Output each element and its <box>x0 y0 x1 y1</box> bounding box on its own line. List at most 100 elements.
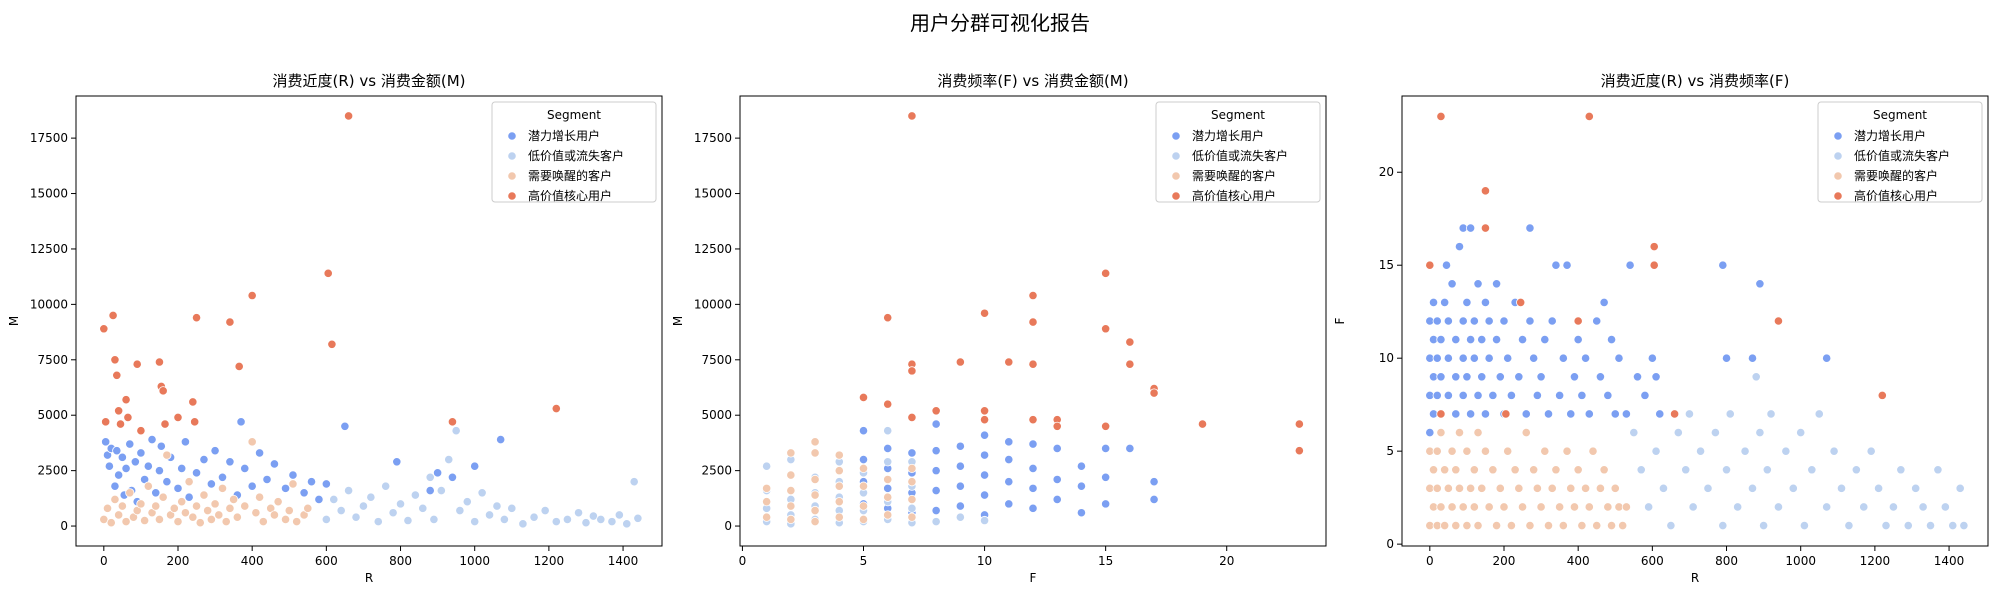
scatter-point <box>1436 502 1446 512</box>
scatter-point <box>351 512 361 522</box>
chart-panel-1: 消费近度(R) vs 消费金额(M) 0 200 400 600 800 1000 1200 1… <box>7 72 663 585</box>
scatter-point <box>1451 409 1461 419</box>
x-axis-label: R <box>1691 571 1699 585</box>
scatter-point <box>425 485 435 496</box>
scatter-point <box>1584 409 1594 419</box>
scatter-point <box>1866 446 1876 456</box>
scatter-point <box>292 517 302 527</box>
scatter-point <box>436 485 446 496</box>
scatter-point <box>1655 409 1665 419</box>
scatter-point <box>1004 437 1014 447</box>
scatter-point <box>1829 446 1839 456</box>
scatter-point <box>1480 409 1491 419</box>
scatter-point <box>1618 520 1628 531</box>
scatter-point <box>1606 334 1617 345</box>
scatter-point <box>1506 520 1517 531</box>
scatter-point <box>858 392 869 403</box>
scatter-point <box>1718 520 1728 531</box>
scatter-point <box>1551 465 1561 475</box>
scatter-point <box>1592 316 1602 326</box>
scatter-point <box>1599 297 1609 308</box>
scatter-point <box>162 450 172 460</box>
scatter-point <box>366 492 376 502</box>
scatter-point <box>1755 279 1765 289</box>
scatter-point <box>1555 390 1565 400</box>
scatter-point <box>1877 390 1887 400</box>
scatter-point <box>1516 297 1526 308</box>
scatter-point <box>955 357 965 367</box>
scatter-point <box>931 517 941 527</box>
scatter-point <box>395 499 406 509</box>
legend-label: 低价值或流失客户 <box>1854 148 1950 163</box>
scatter-point <box>551 517 561 527</box>
x-tick-label: 400 <box>241 554 264 568</box>
scatter-point <box>883 483 893 493</box>
scatter-point <box>1903 520 1913 531</box>
y-tick-label: 10 <box>1379 351 1394 365</box>
scatter-point <box>433 468 443 478</box>
scatter-point <box>1425 427 1435 438</box>
scatter-point <box>101 437 111 447</box>
scatter-point <box>1588 446 1598 456</box>
scatter-point <box>1673 427 1683 438</box>
scatter-point <box>288 479 298 489</box>
scatter-point <box>810 448 820 458</box>
scatter-point <box>1443 483 1453 493</box>
scatter-point <box>151 488 161 498</box>
scatter-point <box>217 483 228 493</box>
scatter-point <box>1436 372 1446 382</box>
scatter-point <box>121 517 131 527</box>
scatter-point <box>1555 502 1565 512</box>
scatter-point <box>1666 520 1676 531</box>
scatter-point <box>1651 372 1661 382</box>
scatter-point <box>1447 446 1457 456</box>
scatter-point <box>1606 520 1617 531</box>
scatter-point <box>121 395 131 405</box>
scatter-point <box>225 503 235 513</box>
scatter-point <box>1747 483 1758 493</box>
panels: 消费近度(R) vs 消费金额(M)0 200 400 600 800 1000 1200 1… <box>7 72 1989 585</box>
scatter-point <box>1610 483 1620 493</box>
scatter-point <box>810 505 820 516</box>
x-tick-label: 0 <box>1426 554 1434 568</box>
scatter-point <box>1822 502 1832 512</box>
scatter-point <box>834 512 844 522</box>
scatter-point <box>108 310 118 321</box>
x-tick-label: 0 <box>100 554 108 568</box>
x-tick-label: 200 <box>1493 554 1516 568</box>
scatter-point <box>143 481 153 491</box>
scatter-point <box>1859 502 1869 512</box>
scatter-point <box>188 397 198 407</box>
scatter-point <box>540 505 550 516</box>
scatter-point <box>1028 483 1038 493</box>
scatter-point <box>810 490 820 500</box>
scatter-point <box>418 503 428 513</box>
scatter-point <box>883 474 893 485</box>
legend-marker <box>1833 171 1843 181</box>
plot-frame <box>1401 95 1989 547</box>
y-tick-label: 0 <box>1386 537 1394 551</box>
legend-label: 需要唤醒的客户 <box>1854 168 1938 183</box>
x-tick-label: 400 <box>1567 554 1590 568</box>
scatter-point <box>217 472 228 482</box>
scatter-point <box>1469 465 1479 475</box>
scatter-point <box>1480 297 1491 308</box>
scatter-point <box>1197 419 1208 429</box>
scatter-point <box>1052 443 1062 454</box>
scatter-point <box>1101 472 1111 482</box>
scatter-point <box>1670 409 1680 419</box>
scatter-point <box>1294 419 1304 429</box>
scatter-point <box>117 501 127 511</box>
scatter-point <box>1510 465 1520 475</box>
x-tick-label: 1400 <box>608 554 639 568</box>
scatter-point <box>1896 465 1906 475</box>
scatter-point <box>112 370 122 380</box>
scatter-point <box>214 510 224 520</box>
scatter-point <box>1477 334 1487 345</box>
scatter-point <box>358 501 369 511</box>
scatter-point <box>299 488 309 498</box>
scatter-point <box>1888 502 1899 512</box>
scatter-point <box>1925 520 1936 531</box>
scatter-point <box>303 503 313 513</box>
